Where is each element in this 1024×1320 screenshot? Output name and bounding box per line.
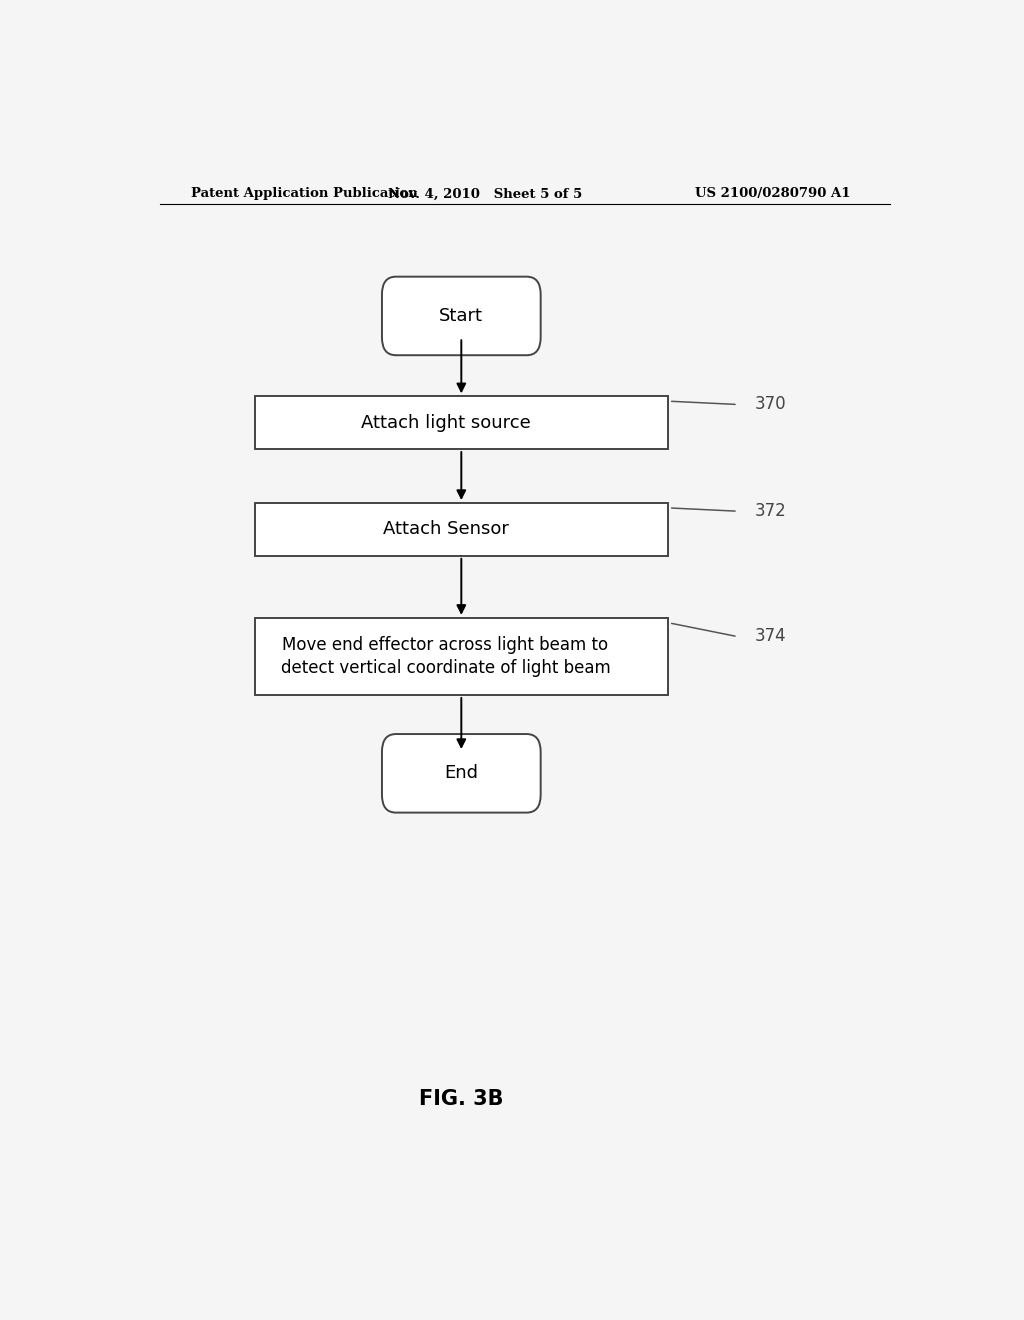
Text: FIG. 3B: FIG. 3B — [419, 1089, 504, 1109]
Bar — [255, 618, 668, 694]
FancyBboxPatch shape — [382, 277, 541, 355]
Text: Move end effector across light beam to
detect vertical coordinate of light beam: Move end effector across light beam to d… — [281, 636, 610, 677]
Bar — [255, 503, 668, 556]
Text: 370: 370 — [755, 396, 786, 413]
Text: End: End — [444, 764, 478, 783]
FancyBboxPatch shape — [382, 734, 541, 813]
Text: 374: 374 — [755, 627, 786, 645]
Text: Attach Sensor: Attach Sensor — [383, 520, 508, 539]
Text: Patent Application Publication: Patent Application Publication — [191, 187, 418, 201]
Text: 372: 372 — [755, 502, 786, 520]
Text: US 2100/0280790 A1: US 2100/0280790 A1 — [694, 187, 850, 201]
Text: Nov. 4, 2010   Sheet 5 of 5: Nov. 4, 2010 Sheet 5 of 5 — [388, 187, 583, 201]
Text: Attach light source: Attach light source — [360, 413, 530, 432]
Text: Start: Start — [439, 308, 483, 325]
Bar — [255, 396, 668, 449]
